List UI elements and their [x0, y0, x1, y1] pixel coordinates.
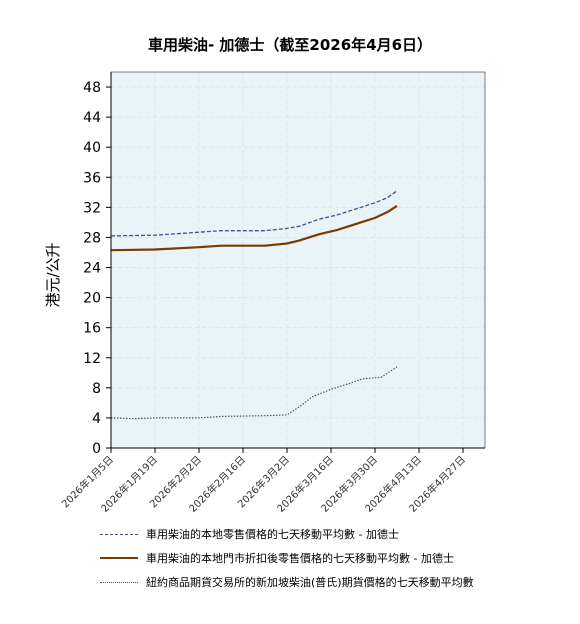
legend-label-futures: 紐約商品期貨交易所的新加坡柴油(普氏)期貨價格的七天移動平均數: [146, 576, 474, 589]
y-tick-label: 44: [83, 110, 101, 126]
legend-label-retail: 車用柴油的本地零售價格的七天移動平均數 - 加德士: [146, 528, 399, 541]
chart-title: 車用柴油- 加德士（截至2026年4月6日）: [147, 36, 433, 54]
legend: 車用柴油的本地零售價格的七天移動平均數 - 加德士 車用柴油的本地門市折扣後零售…: [100, 522, 570, 594]
series-line-discount: [110, 204, 398, 252]
y-tick-label: 4: [92, 411, 101, 427]
y-tick-label: 20: [83, 291, 101, 307]
series-line-futures: [110, 366, 398, 420]
legend-item-retail: 車用柴油的本地零售價格的七天移動平均數 - 加德士: [100, 522, 570, 546]
y-axis-label: 港元/公升: [44, 242, 62, 307]
y-tick-label: 8: [92, 381, 101, 397]
y-tick-label: 12: [83, 351, 101, 367]
legend-swatch-retail: [100, 533, 138, 535]
y-tick-label: 24: [83, 261, 101, 277]
legend-swatch-futures: [100, 581, 138, 583]
legend-label-discount: 車用柴油的本地門市折扣後零售價格的七天移動平均數 - 加德士: [146, 552, 454, 565]
y-tick-label: 48: [83, 80, 101, 96]
y-tick-label: 0: [92, 441, 101, 457]
y-tick-label: 16: [83, 321, 101, 337]
legend-swatch-discount: [100, 557, 138, 559]
legend-item-futures: 紐約商品期貨交易所的新加坡柴油(普氏)期貨價格的七天移動平均數: [100, 570, 570, 594]
y-tick-label: 36: [83, 170, 101, 186]
legend-item-discount: 車用柴油的本地門市折扣後零售價格的七天移動平均數 - 加德士: [100, 546, 570, 570]
y-tick-label: 28: [83, 230, 101, 246]
plot-area: [111, 72, 485, 448]
y-tick-label: 32: [83, 200, 101, 216]
series-line-retail: [110, 190, 398, 237]
y-tick-label: 40: [83, 140, 101, 156]
